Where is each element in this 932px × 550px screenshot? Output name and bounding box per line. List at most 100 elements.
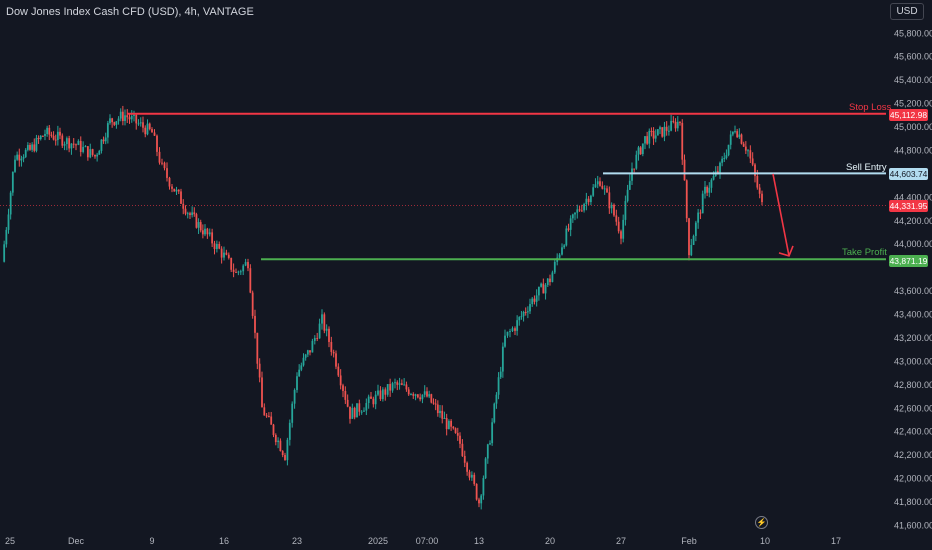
candle-body (484, 458, 487, 479)
candle-body (641, 143, 644, 155)
candle-body (302, 357, 305, 366)
candle-body (284, 455, 286, 461)
candle-body (549, 278, 551, 283)
candle-body (360, 411, 363, 413)
candle-body (14, 159, 16, 172)
candle-body (268, 415, 270, 417)
candle-body (522, 311, 525, 317)
candle-body (237, 271, 240, 273)
candle-body (321, 314, 323, 324)
candle-body (372, 398, 375, 405)
candle-body (296, 376, 298, 390)
candle-body (342, 385, 344, 391)
candle-body (391, 383, 394, 391)
sell-entry-price-badge: 44,603.74 (889, 168, 928, 180)
candle-body (407, 389, 410, 395)
candle-body (656, 129, 659, 136)
candle-body (553, 261, 556, 273)
candle-body (405, 384, 408, 390)
candle-body (161, 162, 163, 164)
candle-body (218, 243, 221, 249)
candle-body (520, 316, 523, 318)
candle-body (261, 377, 263, 408)
candle-body (353, 407, 356, 418)
candle-body (193, 212, 196, 215)
candle-body (667, 130, 670, 132)
candle-body (504, 335, 506, 347)
candle-body (9, 192, 12, 215)
candle-body (565, 228, 568, 246)
candles (3, 105, 763, 510)
candle-body (277, 440, 279, 443)
candle-body (191, 212, 194, 215)
candle-body (33, 144, 36, 151)
take-profit-price-badge: 43,871.19 (889, 255, 928, 267)
candle-body (367, 396, 370, 404)
candle-body (639, 147, 642, 155)
x-tick-label: Feb (681, 536, 697, 546)
candle-body (247, 262, 249, 269)
candle-body (761, 193, 763, 203)
candle-body (130, 115, 133, 120)
candle-body (197, 222, 200, 228)
candle-body (712, 175, 715, 180)
candle-body (398, 383, 401, 385)
candle-body (580, 210, 583, 212)
candle-body (195, 214, 198, 228)
candle-body (723, 158, 726, 160)
candle-body (29, 145, 31, 150)
candle-body (542, 283, 545, 294)
candle-body (663, 126, 666, 137)
candle-body (168, 177, 171, 187)
candle-body (70, 143, 73, 149)
candle-body (701, 193, 704, 214)
candle-body (419, 397, 422, 400)
candle-body (478, 499, 480, 504)
currency-button[interactable]: USD (890, 3, 924, 20)
candle-body (736, 131, 739, 138)
x-tick-label: 13 (474, 536, 484, 546)
candle-body (61, 135, 64, 146)
candle-body (346, 399, 349, 407)
candle-body (52, 136, 55, 140)
candle-body (356, 403, 358, 418)
y-tick-label: 44,000.00 (894, 239, 932, 249)
candle-body (430, 394, 433, 403)
candle-body (617, 221, 620, 232)
candle-body (747, 150, 749, 152)
candle-body (608, 192, 611, 209)
candle-body (86, 146, 89, 158)
candle-body (166, 168, 168, 178)
candle-body (113, 122, 116, 125)
y-tick-label: 41,600.00 (894, 520, 932, 530)
candle-body (454, 428, 457, 434)
candle-body (148, 123, 151, 130)
candle-body (576, 209, 579, 213)
candle-body (119, 111, 122, 119)
candle-body (186, 213, 189, 215)
candle-body (441, 410, 444, 419)
candle-body (486, 444, 489, 459)
x-tick-label: 25 (5, 536, 15, 546)
take-profit-label: Take Profit (842, 247, 887, 258)
candle-body (594, 184, 597, 188)
candle-body (180, 191, 182, 204)
candle-body (24, 149, 27, 157)
candle-body (374, 394, 377, 405)
lightning-icon[interactable]: ⚡ (755, 516, 768, 529)
candle-body (544, 284, 547, 294)
candle-body (742, 143, 745, 147)
y-tick-label: 42,800.00 (894, 380, 932, 390)
candle-body (91, 149, 94, 155)
candle-body (518, 317, 521, 321)
candle-body (94, 154, 96, 157)
candle-body (199, 222, 202, 231)
candle-body (514, 328, 516, 331)
x-tick-label: 9 (149, 536, 154, 546)
x-tick-label: 07:00 (416, 536, 439, 546)
candle-body (443, 417, 446, 419)
candle-body (98, 150, 101, 155)
candle-body (274, 434, 277, 443)
candle-body (620, 231, 622, 239)
